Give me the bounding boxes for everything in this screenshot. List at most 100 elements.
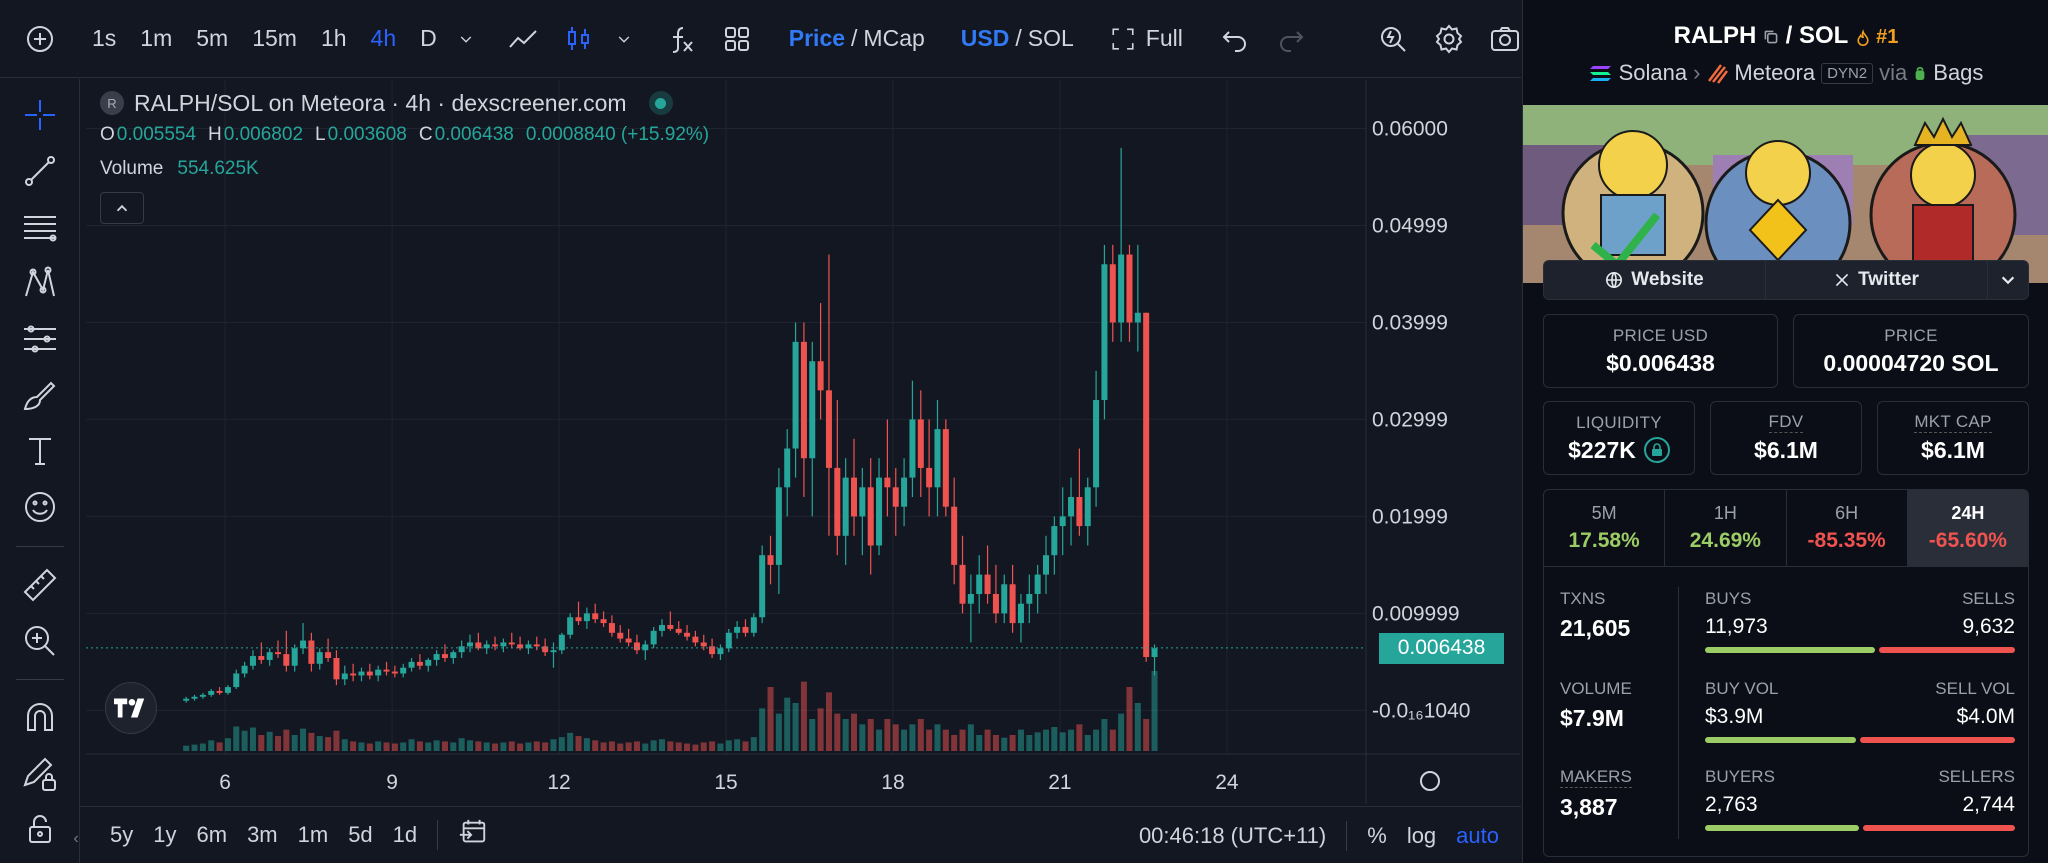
y-axis-tick-label: -0.0₁₆1040 bbox=[1372, 699, 1470, 722]
range-5y[interactable]: 5y bbox=[110, 822, 134, 847]
makers-label[interactable]: MAKERS bbox=[1560, 767, 1632, 788]
quick-search-button[interactable] bbox=[1365, 0, 1421, 78]
chain-name[interactable]: Solana bbox=[1618, 60, 1688, 85]
candle-body bbox=[1017, 603, 1024, 624]
copy-icon[interactable] bbox=[1763, 29, 1779, 45]
range-1d[interactable]: 1d bbox=[392, 822, 418, 847]
candle-body bbox=[967, 593, 974, 604]
add-symbol-button[interactable] bbox=[12, 0, 68, 78]
measure-tool[interactable] bbox=[18, 563, 62, 607]
candle-body bbox=[567, 617, 574, 635]
timeframe-d[interactable]: D bbox=[420, 25, 437, 51]
grid-layout-icon bbox=[724, 26, 749, 51]
redo-button[interactable] bbox=[1263, 0, 1319, 78]
candle-body bbox=[1076, 497, 1083, 527]
line-chart-type-button[interactable] bbox=[495, 0, 551, 78]
price-sol-value: 0.00004720 SOL bbox=[1823, 349, 1999, 376]
volume-bar bbox=[633, 741, 640, 751]
percent-scale-toggle[interactable]: % bbox=[1367, 822, 1387, 848]
layouts-button[interactable] bbox=[709, 0, 765, 78]
chevron-down-icon bbox=[618, 35, 630, 43]
range-1y[interactable]: 1y bbox=[153, 822, 177, 847]
price-chart[interactable]: 0.06000 0.04999 0.03999 0.02999 0.01999 0.009… bbox=[86, 80, 1520, 804]
candle-body bbox=[750, 617, 757, 633]
collapse-toolbar-handle[interactable]: ‹ bbox=[73, 830, 79, 847]
magnet-tool[interactable] bbox=[18, 696, 62, 740]
bottombar-divider bbox=[437, 820, 439, 850]
change-tab-5m[interactable]: 5M 17.58% bbox=[1544, 490, 1666, 566]
log-scale-toggle[interactable]: log bbox=[1406, 822, 1437, 848]
fullscreen-button[interactable]: Full bbox=[1098, 0, 1195, 78]
prediction-tool[interactable] bbox=[18, 317, 62, 361]
range-3m[interactable]: 3m bbox=[247, 822, 278, 847]
pattern-tool[interactable] bbox=[18, 261, 62, 305]
undo-button[interactable] bbox=[1207, 0, 1263, 78]
price-mcap-toggle[interactable]: Price / MCap bbox=[777, 0, 937, 78]
buy-sell-volume-stat: BUY VOL SELL VOL $3.9M $4.0M bbox=[1705, 679, 2015, 743]
candle-body bbox=[700, 642, 707, 647]
chart-symbol-title[interactable]: RALPH/SOL on Meteora · 4h · dexscreener.… bbox=[134, 89, 627, 116]
mcap-label[interactable]: MKT CAP bbox=[1914, 412, 1992, 433]
unlock-tool[interactable] bbox=[18, 806, 62, 850]
trending-rank[interactable]: #1 bbox=[1855, 26, 1898, 48]
fib-tool[interactable] bbox=[18, 205, 62, 249]
candle-body bbox=[1101, 264, 1108, 401]
crosshair-tool[interactable] bbox=[18, 93, 62, 137]
timeframe-dropdown[interactable] bbox=[449, 0, 483, 78]
text-tool[interactable] bbox=[18, 429, 62, 473]
trend-line-tool[interactable] bbox=[18, 149, 62, 193]
lock-drawings-tool[interactable] bbox=[18, 752, 62, 796]
twitter-link[interactable]: Twitter bbox=[1766, 261, 1988, 299]
settings-button[interactable] bbox=[1421, 0, 1477, 78]
more-links-dropdown[interactable] bbox=[1988, 261, 2028, 299]
candle-body bbox=[1034, 574, 1041, 594]
timeframe-4h[interactable]: 4h bbox=[370, 25, 397, 51]
zoom-tool[interactable] bbox=[18, 619, 62, 663]
change-tab-1h[interactable]: 1H 24.69% bbox=[1665, 490, 1787, 566]
auto-scale-toggle[interactable]: auto bbox=[1456, 822, 1499, 848]
candle-body bbox=[1126, 254, 1133, 323]
fdv-label[interactable]: FDV bbox=[1768, 412, 1804, 433]
usd-sol-toggle[interactable]: USD / SOL bbox=[949, 0, 1086, 78]
liquidity-lock-badge[interactable] bbox=[1643, 437, 1670, 463]
usd-option[interactable]: USD bbox=[960, 25, 1010, 51]
candles-chart-type-button[interactable] bbox=[551, 0, 607, 78]
timeframe-1s[interactable]: 1s bbox=[92, 25, 117, 51]
volume-bar bbox=[475, 741, 482, 751]
website-link[interactable]: Website bbox=[1544, 261, 1766, 299]
chart-type-dropdown[interactable] bbox=[607, 0, 641, 78]
volume-bar bbox=[817, 708, 824, 751]
volume-bar bbox=[1101, 719, 1108, 751]
screenshot-button[interactable] bbox=[1477, 0, 1533, 78]
price-usd-value: $0.006438 bbox=[1606, 349, 1715, 376]
indicators-button[interactable] bbox=[653, 0, 709, 78]
timeframe-1m[interactable]: 1m bbox=[140, 25, 173, 51]
price-option[interactable]: Price bbox=[788, 25, 846, 51]
brush-tool[interactable] bbox=[18, 373, 62, 417]
goto-date-button[interactable] bbox=[448, 817, 498, 853]
tradingview-logo[interactable] bbox=[105, 682, 157, 734]
timeframe-1h[interactable]: 1h bbox=[320, 25, 347, 51]
mcap-option[interactable]: MCap bbox=[863, 25, 925, 51]
dex-name[interactable]: Meteora bbox=[1734, 60, 1816, 85]
candle-body bbox=[675, 628, 682, 633]
change-tab-6h[interactable]: 6H -85.35% bbox=[1787, 490, 1908, 566]
emoji-tool[interactable] bbox=[18, 485, 62, 529]
sol-option[interactable]: SOL bbox=[1027, 25, 1074, 51]
range-6m[interactable]: 6m bbox=[196, 822, 228, 847]
timeframe-5m[interactable]: 5m bbox=[196, 25, 229, 51]
change-tab-24h[interactable]: 24H -65.60% bbox=[1907, 490, 2028, 566]
volume-bar bbox=[216, 742, 223, 751]
chevron-down-icon bbox=[2001, 276, 2015, 285]
volume-bar bbox=[892, 724, 899, 751]
legend-collapse-button[interactable] bbox=[100, 192, 144, 224]
volume-value: $7.9M bbox=[1560, 705, 1624, 731]
range-1m[interactable]: 1m bbox=[297, 822, 329, 847]
candle-body bbox=[1118, 254, 1125, 323]
candle-body bbox=[341, 673, 348, 680]
launchpad-name[interactable]: Bags bbox=[1933, 60, 1984, 85]
timeframe-15m[interactable]: 15m bbox=[252, 25, 297, 51]
range-5d[interactable]: 5d bbox=[348, 822, 373, 847]
chart-canvas[interactable]: 0.06000 0.04999 0.03999 0.02999 0.01999 0.009… bbox=[86, 80, 1520, 804]
clock-timezone[interactable]: 00:46:18 (UTC+11) bbox=[1138, 822, 1327, 848]
